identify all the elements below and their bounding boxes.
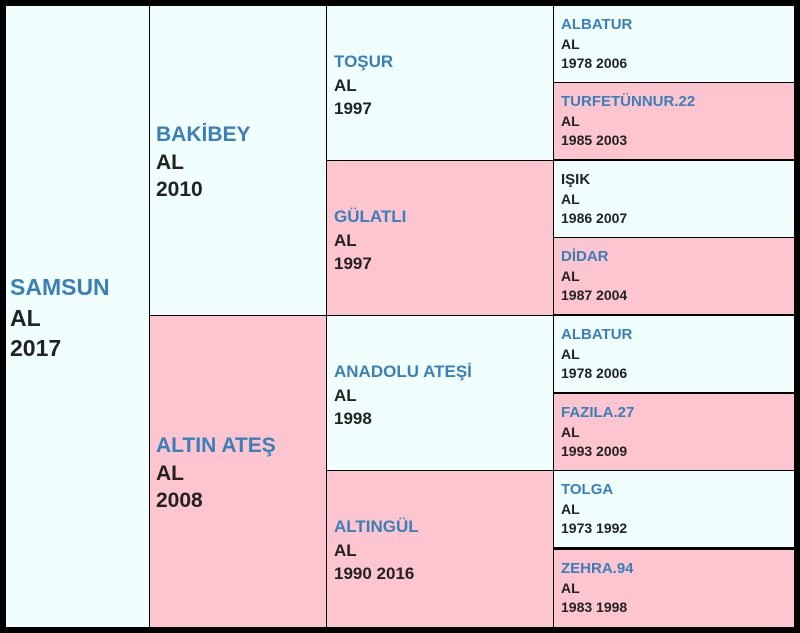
horse-name[interactable]: TOLGA: [561, 481, 614, 498]
horse-color: AL: [561, 191, 580, 207]
horse-years: 1997: [334, 99, 372, 118]
horse-years: 1998: [334, 409, 372, 428]
pedigree-cell-ggp-1[interactable]: ALBATUR AL 1978 2006: [554, 6, 794, 82]
horse-name[interactable]: DİDAR: [561, 248, 609, 265]
horse-name[interactable]: TURFETÜNNUR.22: [561, 93, 696, 110]
horse-color: AL: [156, 151, 184, 174]
pedigree-cell-subject[interactable]: SAMSUN AL 2017: [6, 6, 149, 627]
horse-years: 1986 2007: [561, 210, 628, 226]
horse-color: AL: [561, 346, 580, 362]
horse-years: 1987 2004: [561, 287, 628, 303]
horse-name[interactable]: SAMSUN: [10, 274, 110, 300]
pedigree-cell-sire-dam[interactable]: GÜLATLI AL 1997: [327, 161, 553, 315]
horse-years: 1973 1992: [561, 520, 628, 536]
horse-color: AL: [10, 305, 41, 331]
horse-name[interactable]: ALBATUR: [561, 16, 633, 33]
horse-color: AL: [561, 424, 580, 440]
horse-name[interactable]: BAKİBEY: [156, 123, 251, 146]
horse-color: AL: [334, 231, 357, 250]
horse-name[interactable]: ANADOLU ATEŞİ: [334, 362, 472, 381]
pedigree-cell-dam[interactable]: ALTIN ATEŞ AL 2008: [150, 316, 326, 627]
horse-years: 1978 2006: [561, 55, 628, 71]
horse-color: AL: [334, 541, 357, 560]
horse-years: 1978 2006: [561, 365, 628, 381]
horse-color: AL: [561, 580, 580, 596]
pedigree-cell-ggp-5[interactable]: ALBATUR AL 1978 2006: [554, 316, 794, 392]
horse-name[interactable]: GÜLATLI: [334, 207, 407, 226]
pedigree-cell-sire[interactable]: BAKİBEY AL 2010: [150, 6, 326, 315]
pedigree-cell-ggp-3[interactable]: IŞIK AL 1986 2007: [554, 161, 794, 237]
horse-name[interactable]: ALTINGÜL: [334, 517, 419, 536]
horse-years: 2008: [156, 489, 203, 512]
horse-years: 2017: [10, 335, 62, 361]
horse-years: 1985 2003: [561, 132, 628, 148]
pedigree-cell-ggp-8[interactable]: ZEHRA.94 AL 1983 1998: [554, 550, 794, 627]
horse-color: AL: [334, 386, 357, 405]
horse-color: AL: [561, 36, 580, 52]
pedigree-cell-ggp-7[interactable]: TOLGA AL 1973 1992: [554, 471, 794, 547]
horse-color: AL: [156, 462, 184, 485]
horse-years: 1983 1998: [561, 599, 628, 615]
pedigree-cell-dam-sire[interactable]: ANADOLU ATEŞİ AL 1998: [327, 316, 553, 470]
horse-years: 2010: [156, 178, 203, 201]
pedigree-cell-ggp-4[interactable]: DİDAR AL 1987 2004: [554, 238, 794, 314]
horse-name[interactable]: FAZILA.27: [561, 404, 635, 421]
horse-years: 1990 2016: [334, 564, 415, 583]
horse-name[interactable]: ZEHRA.94: [561, 560, 634, 577]
horse-years: 1993 2009: [561, 443, 628, 459]
pedigree-cell-ggp-6[interactable]: FAZILA.27 AL 1993 2009: [554, 394, 794, 470]
horse-name: IŞIK: [561, 171, 591, 188]
horse-name[interactable]: ALBATUR: [561, 326, 633, 343]
pedigree-cell-dam-dam[interactable]: ALTINGÜL AL 1990 2016: [327, 471, 553, 627]
pedigree-cell-ggp-2[interactable]: TURFETÜNNUR.22 AL 1985 2003: [554, 83, 794, 159]
horse-years: 1997: [334, 254, 372, 273]
horse-color: AL: [561, 501, 580, 517]
horse-name[interactable]: ALTIN ATEŞ: [156, 434, 276, 457]
horse-name[interactable]: TOŞUR: [334, 52, 394, 71]
horse-color: AL: [334, 76, 357, 95]
horse-color: AL: [561, 113, 580, 129]
pedigree-cell-sire-sire[interactable]: TOŞUR AL 1997: [327, 6, 553, 160]
horse-color: AL: [561, 268, 580, 284]
